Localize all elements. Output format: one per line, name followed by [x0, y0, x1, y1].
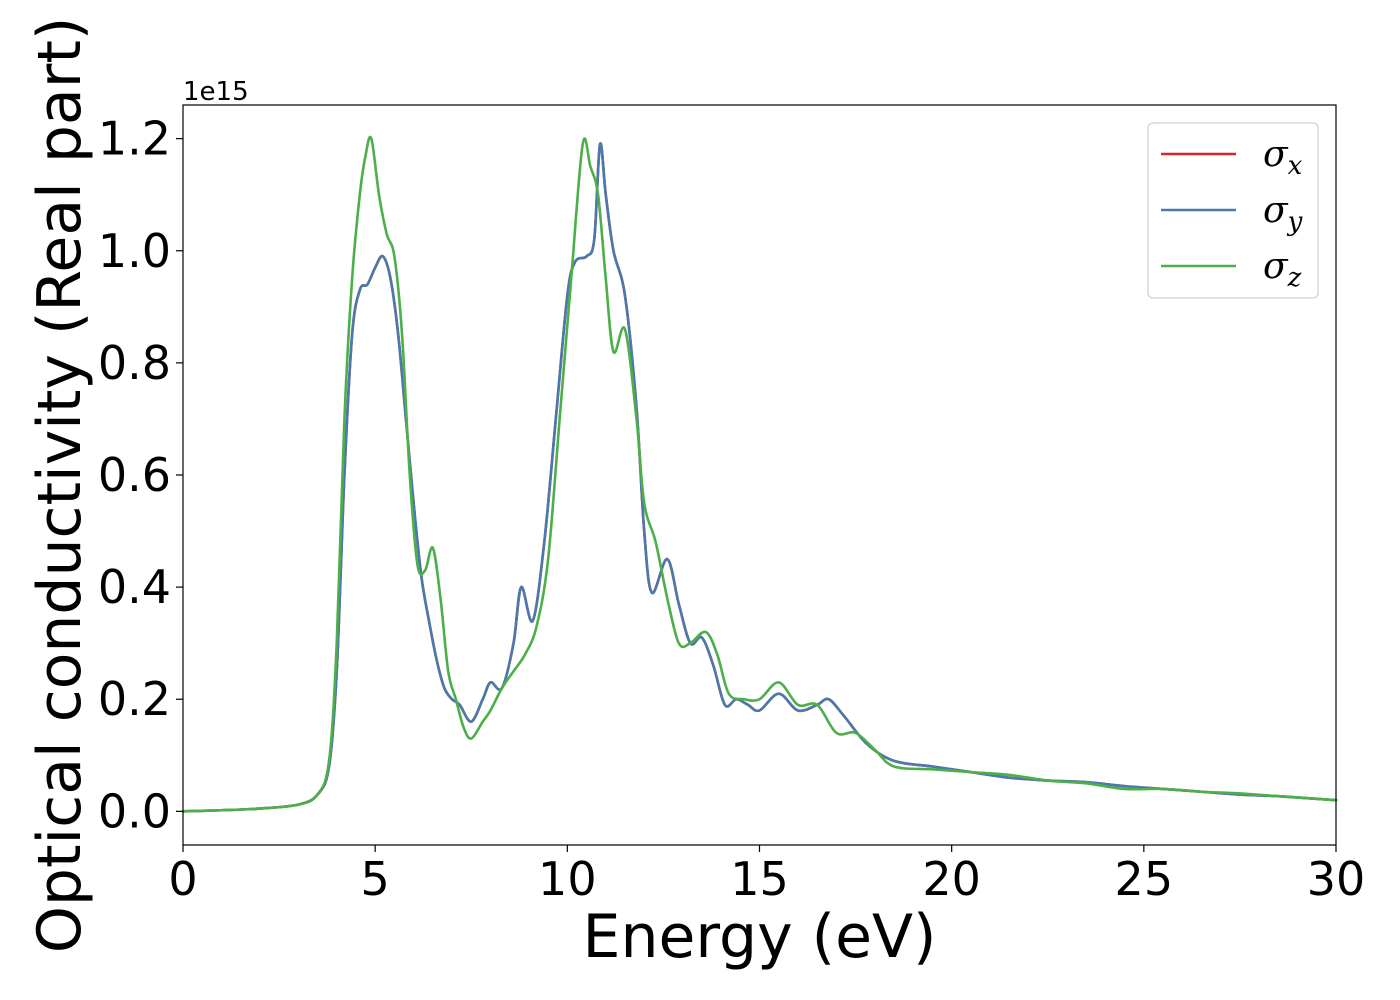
series-line-y — [181, 142, 1338, 813]
y-tick-label: 0.4 — [98, 560, 171, 614]
y-tick-label: 1.2 — [98, 112, 171, 166]
legend-label-z: σz — [1263, 246, 1302, 293]
x-tick-label: 5 — [361, 852, 390, 906]
series-line-z — [181, 135, 1338, 813]
x-tick-label: 10 — [538, 852, 597, 906]
x-tick-label: 0 — [168, 852, 197, 906]
y-axis-ticks: 0.0 0.2 0.4 0.6 0.8 1.0 1.2 — [98, 112, 183, 838]
x-tick-label: 20 — [922, 852, 981, 906]
y-tick-label: 0.2 — [98, 672, 171, 726]
y-tick-label: 0.0 — [98, 784, 171, 838]
y-axis-title: Optical conductivity (Real part) — [25, 17, 95, 954]
x-axis-title: Energy (eV) — [583, 902, 937, 972]
y-tick-label: 0.6 — [98, 448, 171, 502]
x-tick-label: 15 — [730, 852, 789, 906]
y-offset-label: 1e15 — [183, 77, 249, 107]
series-lines — [181, 135, 1338, 813]
y-tick-label: 1.0 — [98, 224, 171, 278]
x-tick-label: 30 — [1307, 852, 1366, 906]
y-tick-label: 0.8 — [98, 336, 171, 390]
x-tick-label: 25 — [1115, 852, 1174, 906]
x-axis-ticks: 0 5 10 15 20 25 30 — [168, 845, 1365, 906]
